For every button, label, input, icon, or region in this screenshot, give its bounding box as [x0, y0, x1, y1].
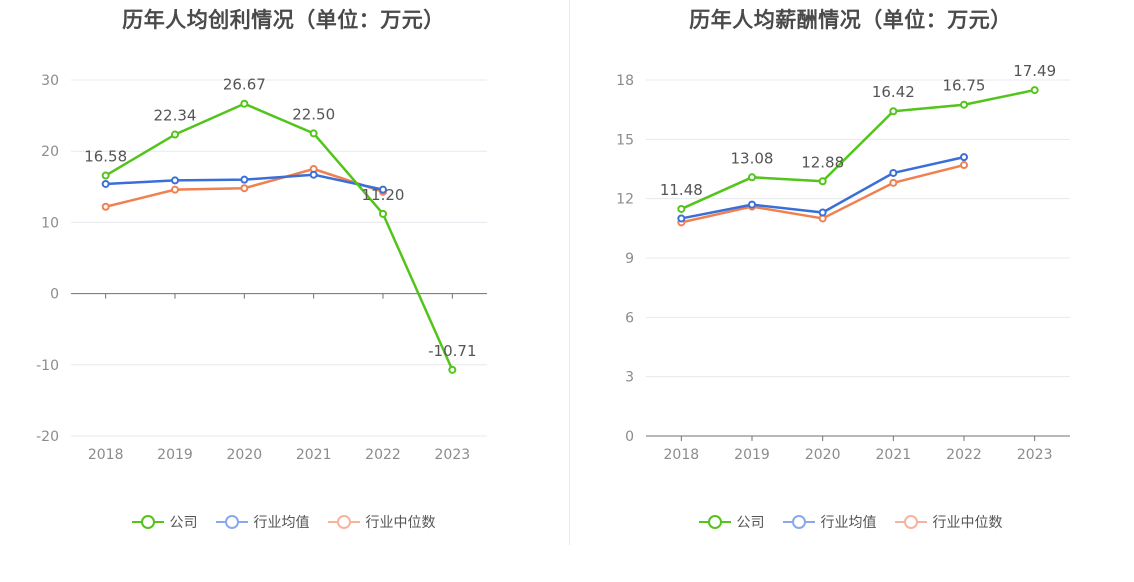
x-tick-label: 2019 [157, 447, 193, 463]
legend-item-company[interactable]: 公司 [698, 512, 765, 532]
data-point[interactable] [171, 176, 179, 185]
data-point[interactable] [171, 185, 179, 194]
legend-label: 行业中位数 [932, 515, 1003, 531]
x-tick-label: 2018 [88, 447, 124, 463]
y-tick-label: 12 [616, 192, 634, 208]
salary-per-capita-chart: 18 15 12 9 6 3 0 2018 2019 2020 2021 2022 2023 11.48 1… [616, 62, 1070, 463]
legend-line-circle-icon [327, 514, 360, 530]
data-point[interactable] [171, 130, 179, 139]
company-line [680, 88, 1035, 211]
y-tick-label: 18 [616, 73, 634, 89]
data-label: 11.20 [362, 186, 405, 204]
data-label: 16.58 [84, 148, 127, 166]
y-tick-label: 0 [50, 287, 59, 303]
chart-legend: 公司 行业均值 行业中位数 [0, 510, 567, 534]
data-label: 22.50 [292, 105, 335, 123]
data-point[interactable] [889, 107, 898, 116]
data-point[interactable] [101, 202, 110, 211]
legend-line-circle-icon [131, 514, 164, 530]
data-label: 17.49 [1013, 62, 1056, 80]
data-point[interactable] [379, 185, 387, 194]
legend-line-circle-icon [894, 514, 927, 530]
y-tick-label: 9 [625, 251, 634, 267]
data-point[interactable] [240, 184, 249, 193]
legend-item-industry-avg[interactable]: 行业均值 [782, 512, 877, 532]
x-tick-label: 2022 [946, 447, 982, 463]
legend-label: 公司 [169, 515, 198, 531]
legend-line-circle-icon [698, 514, 731, 530]
x-tick-label: 2020 [805, 447, 841, 463]
legend-item-industry-median[interactable]: 行业中位数 [894, 512, 1003, 532]
data-point[interactable] [309, 129, 318, 138]
profit-per-capita-chart: 30 20 10 0 -10 -20 2018 2019 2020 2021 2022 2023 16.… [36, 73, 487, 463]
data-point[interactable] [101, 171, 110, 180]
y-tick-label: 0 [625, 429, 634, 445]
chart-title: 历年人均薪酬情况（单位：万元） [689, 8, 1012, 32]
y-tick-label: 3 [625, 370, 634, 386]
legend-item-company[interactable]: 公司 [131, 512, 198, 532]
x-tick-label: 2021 [296, 447, 332, 463]
x-tick-label: 2023 [1017, 447, 1053, 463]
data-point[interactable] [960, 161, 968, 170]
salary-per-capita-panel: 历年人均薪酬情况（单位：万元） 18 15 12 9 6 3 0 2018 2019 2020 20… [567, 0, 1134, 582]
data-point[interactable] [960, 100, 968, 109]
legend-label: 行业均值 [253, 515, 310, 531]
data-label: 22.34 [154, 107, 197, 125]
data-point[interactable] [309, 170, 318, 179]
legend-item-industry-median[interactable]: 行业中位数 [327, 512, 436, 532]
data-point[interactable] [818, 177, 827, 186]
data-label: 13.08 [731, 149, 774, 167]
data-point[interactable] [889, 168, 898, 177]
legend-label: 行业中位数 [365, 515, 436, 531]
data-point[interactable] [379, 209, 387, 218]
y-tick-label: 15 [616, 132, 634, 148]
y-tick-label: -20 [36, 429, 59, 445]
x-tick-label: 2019 [734, 447, 770, 463]
x-tick-label: 2021 [876, 447, 912, 463]
company-line [105, 102, 454, 371]
data-point[interactable] [748, 200, 756, 209]
data-point[interactable] [960, 153, 968, 162]
legend-line-circle-icon [782, 514, 815, 530]
x-tick-label: 2023 [435, 447, 471, 463]
chart-legend: 公司 行业均值 行业中位数 [567, 510, 1134, 534]
legend-line-circle-icon [215, 514, 248, 530]
data-label: 12.88 [801, 153, 844, 171]
legend-item-industry-avg[interactable]: 行业均值 [215, 512, 310, 532]
y-tick-label: 10 [41, 215, 59, 231]
y-tick-label: 6 [625, 310, 634, 326]
y-tick-label: 30 [41, 73, 59, 89]
data-point[interactable] [240, 99, 249, 108]
data-label: 16.75 [943, 77, 986, 95]
data-point[interactable] [748, 173, 756, 182]
x-tick-label: 2020 [227, 447, 263, 463]
legend-label: 公司 [736, 515, 765, 531]
y-tick-label: 20 [41, 144, 59, 160]
profit-per-capita-panel: 历年人均创利情况（单位：万元） 30 20 10 0 -10 -20 2018 2019 202… [0, 8, 567, 534]
data-point[interactable] [677, 214, 686, 223]
data-point[interactable] [677, 204, 686, 213]
legend-label: 行业均值 [820, 515, 877, 531]
data-point[interactable] [240, 175, 249, 184]
data-label: 26.67 [223, 76, 266, 94]
data-label: 11.48 [660, 181, 703, 199]
data-point[interactable] [889, 178, 898, 187]
data-label: -10.71 [428, 342, 476, 360]
panel-divider [569, 0, 570, 545]
data-point[interactable] [1030, 86, 1039, 95]
chart-title: 历年人均创利情况（单位：万元） [122, 8, 445, 32]
x-tick-label: 2022 [365, 447, 401, 463]
x-tick-label: 2018 [664, 447, 700, 463]
data-label: 16.42 [872, 83, 915, 101]
data-point[interactable] [448, 365, 457, 374]
data-point[interactable] [101, 179, 110, 188]
data-point[interactable] [818, 208, 827, 217]
y-tick-label: -10 [36, 358, 59, 374]
